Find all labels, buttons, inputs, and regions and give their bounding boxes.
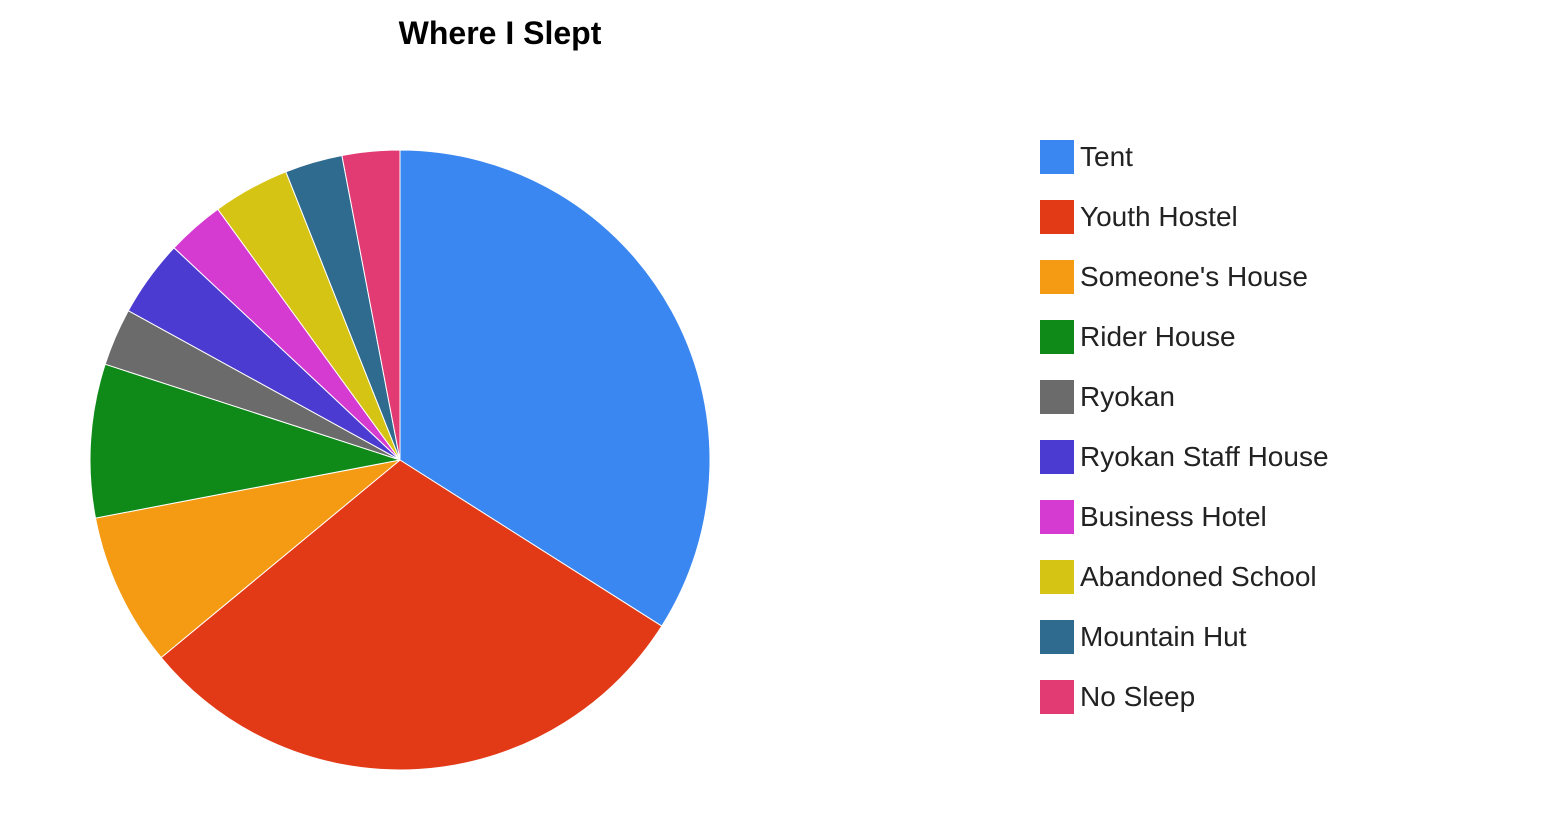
legend-item: Ryokan Staff House [1040, 440, 1329, 474]
chart-container: Where I Slept Tent Youth Hostel Someone's … [0, 0, 1567, 813]
legend-swatch [1040, 440, 1074, 474]
legend-swatch [1040, 320, 1074, 354]
legend-label: Ryokan Staff House [1080, 441, 1329, 473]
legend-label: Ryokan [1080, 381, 1175, 413]
legend-label: Business Hotel [1080, 501, 1267, 533]
legend-label: Abandoned School [1080, 561, 1317, 593]
legend-label: Tent [1080, 141, 1133, 173]
legend-item: Abandoned School [1040, 560, 1329, 594]
pie-svg [80, 140, 720, 780]
legend-label: Someone's House [1080, 261, 1308, 293]
legend-item: Youth Hostel [1040, 200, 1329, 234]
legend-item: Business Hotel [1040, 500, 1329, 534]
legend-item: Rider House [1040, 320, 1329, 354]
legend-label: No Sleep [1080, 681, 1195, 713]
legend-swatch [1040, 380, 1074, 414]
legend: Tent Youth Hostel Someone's House Rider Hou… [1040, 140, 1329, 740]
legend-item: No Sleep [1040, 680, 1329, 714]
legend-swatch [1040, 260, 1074, 294]
legend-swatch [1040, 620, 1074, 654]
legend-label: Rider House [1080, 321, 1236, 353]
legend-swatch [1040, 500, 1074, 534]
legend-item: Tent [1040, 140, 1329, 174]
legend-swatch [1040, 560, 1074, 594]
legend-swatch [1040, 140, 1074, 174]
legend-item: Ryokan [1040, 380, 1329, 414]
legend-label: Youth Hostel [1080, 201, 1238, 233]
legend-label: Mountain Hut [1080, 621, 1247, 653]
legend-item: Mountain Hut [1040, 620, 1329, 654]
legend-item: Someone's House [1040, 260, 1329, 294]
chart-title: Where I Slept [0, 15, 1000, 52]
pie-chart [80, 140, 720, 785]
legend-swatch [1040, 680, 1074, 714]
legend-swatch [1040, 200, 1074, 234]
